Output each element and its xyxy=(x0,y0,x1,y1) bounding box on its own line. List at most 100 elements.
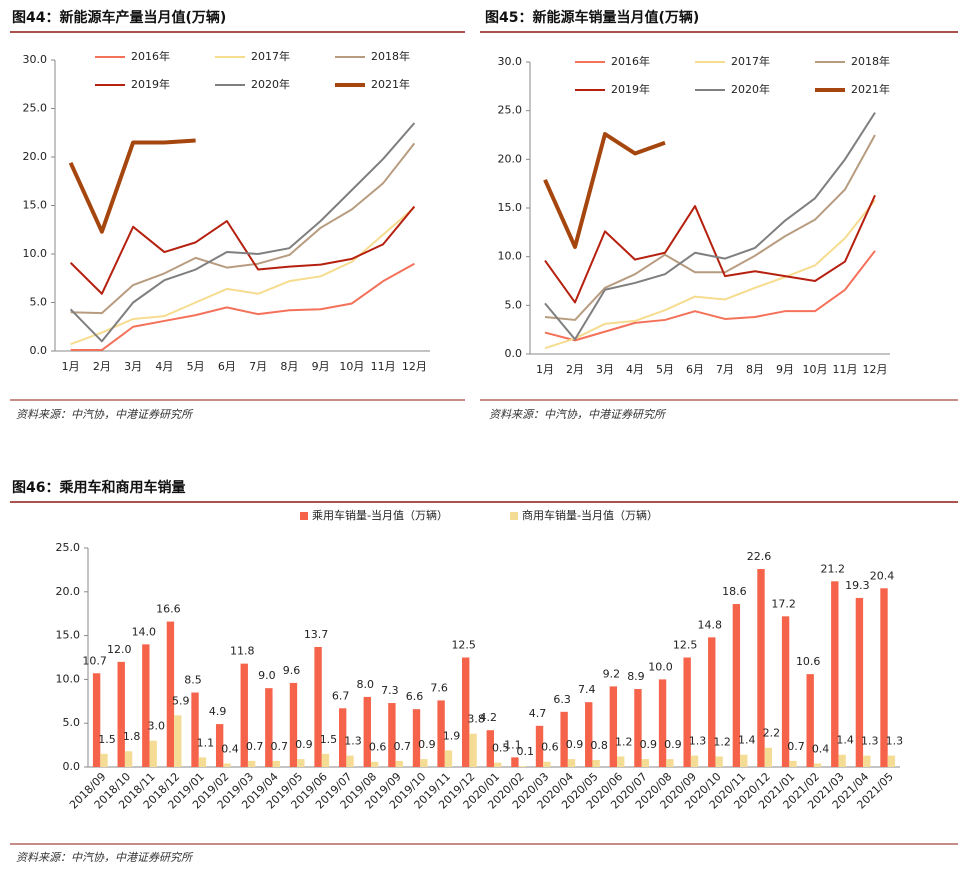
data-label: 11.8 xyxy=(230,645,255,658)
bar xyxy=(370,761,379,767)
x-tick-label: 9月 xyxy=(312,360,330,373)
x-tick-label: 8月 xyxy=(280,360,298,373)
series-line xyxy=(544,112,876,341)
bar xyxy=(297,759,305,767)
bar xyxy=(166,621,175,767)
data-label: 8.9 xyxy=(627,670,645,683)
data-label: 4.9 xyxy=(209,705,227,718)
data-label: 0.1 xyxy=(517,745,535,758)
x-tick-label: 1月 xyxy=(536,363,554,376)
series-line xyxy=(68,138,196,234)
y-tick-label: 10.0 xyxy=(23,247,48,260)
bar xyxy=(191,692,199,767)
bar xyxy=(732,604,741,767)
data-label: 0.7 xyxy=(394,740,412,753)
bar xyxy=(363,696,371,767)
x-tick-label: 5月 xyxy=(187,360,205,373)
x-tick-label: 6月 xyxy=(686,363,704,376)
data-label: 9.0 xyxy=(258,669,276,682)
data-label: 0.9 xyxy=(295,738,313,751)
data-label: 0.4 xyxy=(812,742,830,755)
bar xyxy=(831,581,839,767)
bar xyxy=(444,750,453,767)
data-label: 1.3 xyxy=(689,735,707,748)
legend-label: 2018年 xyxy=(371,49,410,63)
series-line xyxy=(544,199,876,350)
data-label: 0.5 xyxy=(492,742,510,755)
data-label: 1.8 xyxy=(123,730,141,743)
data-label: 0.9 xyxy=(418,738,436,751)
data-label: 0.9 xyxy=(640,738,658,751)
y-tick-label: 15.0 xyxy=(498,201,523,214)
data-label: 6.7 xyxy=(332,689,350,702)
data-label: 13.7 xyxy=(304,628,329,641)
data-label: 7.3 xyxy=(381,684,399,697)
y-tick-label: 20.0 xyxy=(498,152,523,165)
x-tick-label: 11月 xyxy=(833,363,858,376)
x-tick-label: 7月 xyxy=(249,360,267,373)
x-tick-label: 9月 xyxy=(776,363,794,376)
bar xyxy=(412,709,421,767)
legend-swatch xyxy=(510,512,518,520)
series-line xyxy=(544,250,876,342)
y-tick-label: 15.0 xyxy=(23,199,48,212)
legend-label: 2019年 xyxy=(611,82,650,96)
x-tick-label: 2月 xyxy=(566,363,584,376)
data-label: 22.6 xyxy=(747,550,772,563)
bar xyxy=(395,760,403,767)
bar xyxy=(683,657,691,767)
x-tick-label: 2月 xyxy=(93,360,111,373)
legend-swatch xyxy=(300,512,308,520)
data-label: 17.2 xyxy=(771,597,796,610)
y-tick-label: 25.0 xyxy=(23,102,48,115)
x-tick-label: 7月 xyxy=(716,363,734,376)
bar xyxy=(789,760,797,767)
data-label: 9.6 xyxy=(283,664,301,677)
data-label: 12.5 xyxy=(673,639,698,652)
legend-label: 乘用车销量-当月值（万辆） xyxy=(312,508,448,522)
bar xyxy=(100,753,108,767)
data-label: 4.7 xyxy=(529,707,547,720)
series-line xyxy=(543,132,666,249)
legend-label: 2016年 xyxy=(131,49,170,63)
series-line xyxy=(544,194,876,304)
data-label: 8.0 xyxy=(357,678,375,691)
y-tick-label: 20.0 xyxy=(56,585,81,598)
data-label: 4.2 xyxy=(480,711,498,724)
series-line xyxy=(69,205,416,295)
bar xyxy=(813,763,822,767)
data-label: 1.1 xyxy=(197,736,215,749)
data-label: 6.3 xyxy=(553,693,571,706)
data-label: 1.9 xyxy=(443,729,461,742)
x-tick-label: 6月 xyxy=(218,360,236,373)
data-label: 1.5 xyxy=(98,733,116,746)
y-tick-label: 5.0 xyxy=(505,298,523,311)
y-tick-label: 0.0 xyxy=(30,344,48,357)
series-line xyxy=(70,206,416,346)
x-tick-label: 10月 xyxy=(339,360,364,373)
data-label: 0.7 xyxy=(246,740,264,753)
bar xyxy=(658,679,667,767)
data-label: 0.9 xyxy=(664,738,682,751)
data-label: 10.6 xyxy=(796,655,821,668)
chart-title: 图46：乘用车和商用车销量 xyxy=(12,479,185,496)
bar xyxy=(708,637,716,767)
bar xyxy=(518,766,526,767)
bar xyxy=(757,569,765,767)
y-tick-label: 0.0 xyxy=(63,760,81,773)
data-label: 1.3 xyxy=(861,735,879,748)
x-tick-label: 12月 xyxy=(402,360,427,373)
x-tick-label: 4月 xyxy=(626,363,644,376)
bar xyxy=(198,757,207,767)
x-tick-label: 3月 xyxy=(596,363,614,376)
y-tick-label: 25.0 xyxy=(498,104,523,117)
data-label: 21.2 xyxy=(821,562,846,575)
data-label: 1.2 xyxy=(615,735,633,748)
bar xyxy=(240,663,248,767)
x-tick-label: 8月 xyxy=(746,363,764,376)
bar xyxy=(641,759,650,767)
bar xyxy=(592,759,600,767)
bar xyxy=(223,763,231,767)
bar xyxy=(469,733,477,767)
